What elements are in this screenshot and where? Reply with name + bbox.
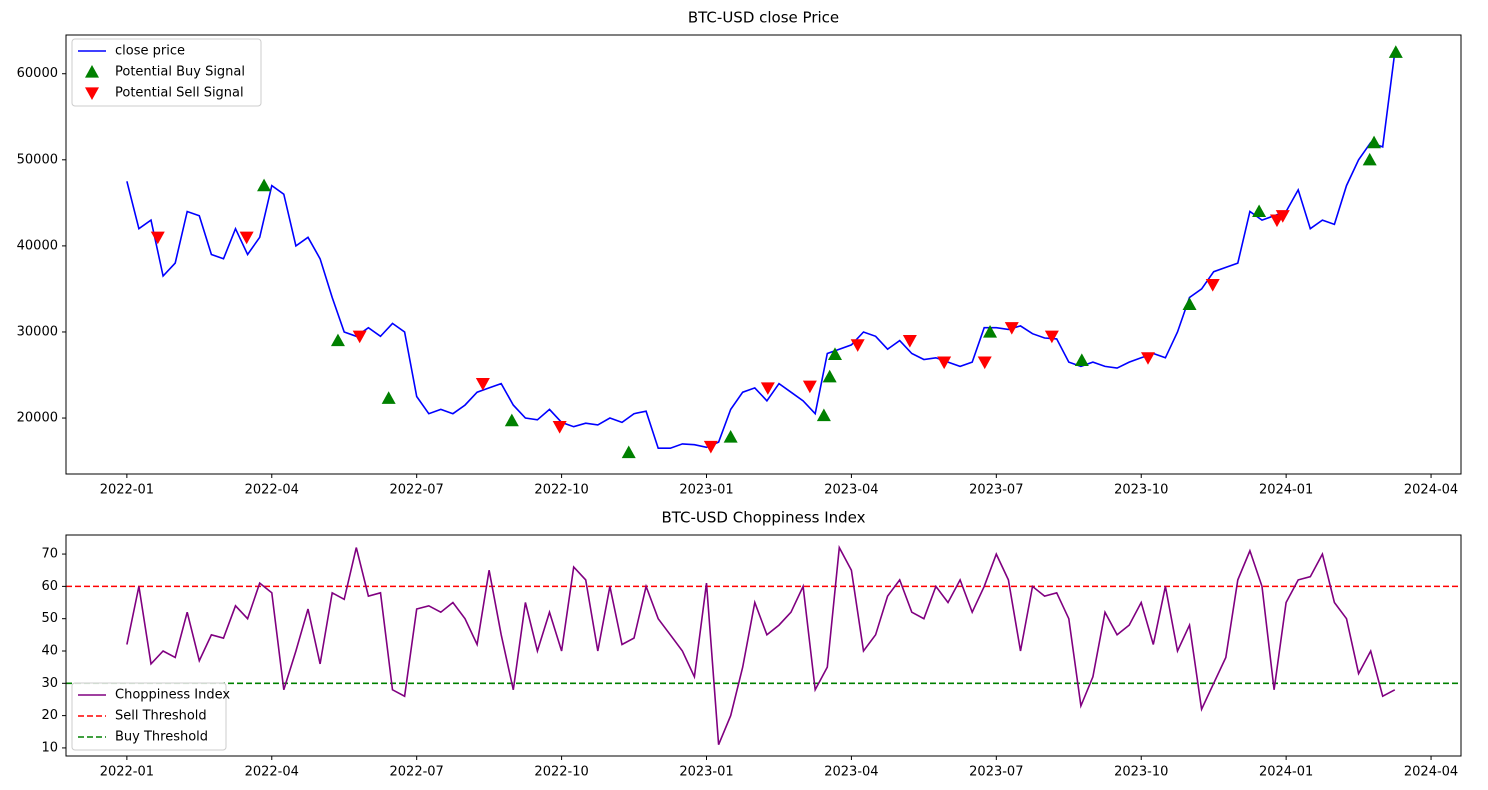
- legend-label: Sell Threshold: [115, 709, 207, 724]
- chart-title: BTC-USD Choppiness Index: [661, 509, 865, 527]
- signal-marker: [703, 440, 718, 454]
- signal-marker: [1044, 330, 1059, 344]
- chart-title: BTC-USD close Price: [688, 9, 839, 27]
- x-tick-label: 2024-04: [1404, 765, 1458, 780]
- signal-marker: [1140, 352, 1155, 365]
- signal-marker: [1362, 152, 1377, 166]
- signal-marker: [1275, 210, 1290, 223]
- x-tick-label: 2022-10: [534, 483, 588, 498]
- y-tick-label: 60000: [17, 66, 58, 81]
- signal-marker: [150, 231, 165, 245]
- series-line: [126, 544, 1396, 746]
- signal-marker: [1388, 45, 1403, 58]
- x-tick-label: 2022-04: [245, 483, 299, 498]
- x-tick-label: 2023-04: [824, 483, 878, 498]
- signal-marker: [937, 356, 952, 370]
- y-tick-label: 20000: [17, 411, 58, 426]
- x-tick-label: 2023-04: [824, 765, 878, 780]
- signal-marker: [330, 333, 345, 347]
- signal-marker: [723, 429, 738, 443]
- signal-marker: [1205, 279, 1220, 292]
- signal-marker: [760, 382, 775, 395]
- signal-marker: [239, 231, 254, 245]
- signal-marker: [352, 330, 367, 344]
- axes-frame: [65, 534, 1462, 757]
- legend-label: close price: [115, 44, 185, 59]
- x-tick-label: 2022-07: [390, 765, 444, 780]
- y-tick-label: 50: [41, 611, 58, 626]
- series-line: [126, 52, 1396, 449]
- x-tick-label: 2022-07: [390, 483, 444, 498]
- x-tick-label: 2022-01: [100, 483, 154, 498]
- x-tick-label: 2024-04: [1404, 483, 1458, 498]
- signal-marker: [1004, 322, 1019, 335]
- marks: [66, 544, 1461, 746]
- marks: [126, 45, 1403, 459]
- signal-marker: [827, 347, 842, 360]
- signal-marker: [257, 178, 272, 192]
- y-tick-label: 60: [41, 579, 58, 594]
- signal-marker: [977, 356, 992, 370]
- legend-label: Buy Threshold: [115, 730, 208, 745]
- signal-marker: [381, 391, 396, 404]
- x-tick-label: 2022-01: [100, 765, 154, 780]
- x-tick-label: 2024-01: [1259, 483, 1313, 498]
- y-tick-label: 70: [41, 547, 58, 562]
- legend-label: Choppiness Index: [115, 688, 230, 703]
- x-tick-label: 2023-07: [969, 483, 1023, 498]
- y-tick-label: 30000: [17, 324, 58, 339]
- axes-frame: [65, 34, 1462, 475]
- signal-marker: [850, 339, 865, 352]
- signal-marker: [1182, 297, 1197, 311]
- x-tick-label: 2023-01: [679, 765, 733, 780]
- signal-marker: [802, 380, 817, 394]
- x-tick-label: 2023-01: [679, 483, 733, 498]
- x-tick-label: 2023-10: [1114, 765, 1168, 780]
- signal-marker: [1367, 135, 1382, 149]
- legend-box: [71, 38, 262, 107]
- signal-marker: [504, 413, 519, 427]
- legend-marker: [85, 87, 99, 100]
- y-tick-label: 10: [41, 740, 58, 755]
- x-tick-label: 2022-04: [245, 765, 299, 780]
- legend-marker: [85, 65, 99, 78]
- y-tick-label: 20: [41, 708, 58, 723]
- signal-marker: [621, 445, 636, 459]
- x-tick-label: 2022-10: [534, 765, 588, 780]
- x-tick-label: 2023-10: [1114, 483, 1168, 498]
- signal-marker: [983, 324, 998, 338]
- signal-marker: [816, 408, 831, 422]
- signal-marker: [475, 378, 490, 391]
- signal-marker: [1074, 353, 1089, 366]
- signal-marker: [822, 369, 837, 383]
- signal-marker: [1252, 204, 1267, 218]
- y-tick-label: 50000: [17, 152, 58, 167]
- x-tick-label: 2024-01: [1259, 765, 1313, 780]
- signal-marker: [902, 334, 917, 348]
- y-tick-label: 40000: [17, 238, 58, 253]
- legend-label: Potential Sell Signal: [115, 86, 244, 101]
- x-tick-label: 2023-07: [969, 765, 1023, 780]
- legend-box: [71, 682, 227, 751]
- signal-marker: [552, 421, 567, 434]
- legend-label: Potential Buy Signal: [115, 65, 245, 80]
- y-tick-label: 30: [41, 676, 58, 691]
- y-tick-label: 40: [41, 643, 58, 658]
